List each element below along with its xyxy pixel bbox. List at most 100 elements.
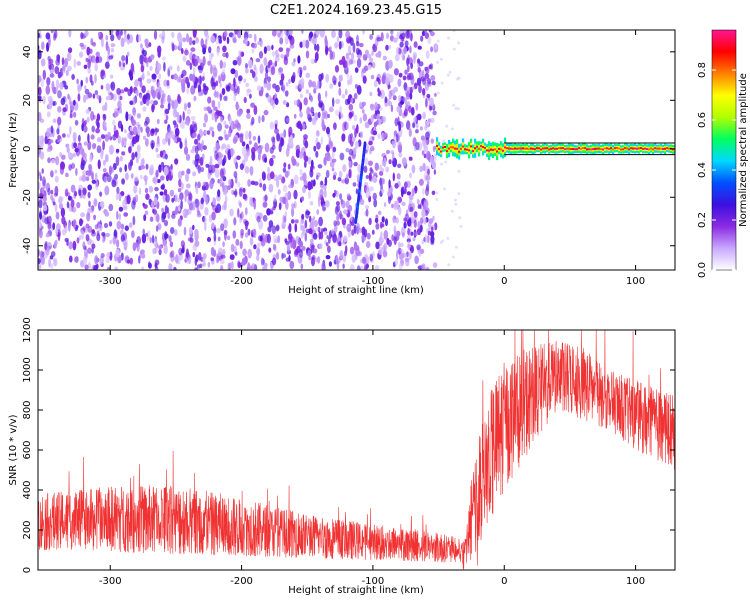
- heatmap-cell: [263, 57, 268, 66]
- heatmap-cell: [150, 54, 155, 60]
- heatmap-cell: [466, 148, 469, 151]
- heatmap-cell: [353, 114, 358, 122]
- heatmap-cell: [55, 227, 59, 236]
- heatmap-cell: [407, 65, 410, 73]
- heatmap-cell: [426, 234, 430, 244]
- heatmap-cell: [170, 227, 175, 234]
- heatmap-cell: [374, 265, 380, 270]
- heatmap-cell: [235, 161, 239, 170]
- heatmap-cell: [192, 224, 195, 231]
- heatmap-cell: [45, 233, 50, 238]
- heatmap-cell: [446, 236, 450, 240]
- heatmap-cell: [369, 167, 373, 173]
- heatmap-cell: [200, 143, 203, 153]
- heatmap-cell: [217, 156, 223, 166]
- heatmap-cell: [251, 151, 256, 161]
- heatmap-cell: [413, 82, 418, 90]
- heatmap-cell: [451, 255, 455, 259]
- heatmap-cell: [124, 129, 127, 134]
- heatmap-cell: [217, 100, 221, 109]
- heatmap-cell: [108, 203, 114, 212]
- heatmap-cell: [119, 89, 125, 94]
- heatmap-cell: [356, 41, 360, 47]
- heatmap-cell: [271, 154, 276, 159]
- heatmap-cell: [646, 148, 649, 150]
- heatmap-cell: [68, 96, 72, 106]
- heatmap-cell: [184, 49, 189, 56]
- heatmap-cell: [266, 45, 271, 52]
- heatmap-cell: [348, 156, 352, 162]
- heatmap-cell: [116, 87, 121, 95]
- heatmap-cell: [223, 95, 228, 101]
- heatmap-cell: [274, 128, 279, 135]
- heatmap-cell: [362, 109, 365, 114]
- heatmap-cell: [82, 255, 87, 266]
- heatmap-cell: [348, 204, 353, 212]
- heatmap-cell: [315, 150, 319, 158]
- heatmap-cell: [137, 124, 141, 130]
- heatmap-cell: [378, 249, 382, 254]
- heatmap-cell: [415, 102, 419, 111]
- heatmap-cell: [422, 69, 425, 80]
- heatmap-cell: [329, 50, 333, 60]
- heatmap-cell: [301, 246, 306, 251]
- heatmap-cell: [180, 120, 185, 129]
- heatmap-cell: [112, 162, 117, 171]
- heatmap-cell: [396, 133, 399, 143]
- heatmap-cell: [642, 147, 645, 150]
- heatmap-cell: [227, 150, 232, 161]
- heatmap-cell: [390, 30, 394, 36]
- heatmap-cell: [408, 156, 413, 161]
- heatmap-cell: [348, 133, 352, 144]
- heatmap-cell: [650, 147, 653, 150]
- heatmap-cell: [302, 123, 306, 131]
- heatmap-cell: [237, 208, 240, 218]
- heatmap-cell: [140, 64, 145, 73]
- x-tick-label: -300: [99, 576, 122, 587]
- heatmap-cell: [143, 204, 148, 209]
- heatmap-cell: [80, 32, 84, 40]
- heatmap-cell: [60, 97, 66, 106]
- heatmap-cell: [79, 218, 83, 227]
- heatmap-cell: [454, 106, 458, 110]
- heatmap-cell: [432, 215, 435, 221]
- heatmap-cell: [75, 167, 78, 176]
- heatmap-cell: [108, 55, 114, 60]
- heatmap-cell: [221, 143, 227, 150]
- heatmap-cell: [435, 191, 439, 195]
- heatmap-cell: [258, 115, 261, 124]
- heatmap-cell: [363, 157, 369, 166]
- heatmap-cell: [114, 266, 119, 270]
- heatmap-cell: [95, 51, 101, 58]
- spectrogram-x-label: Height of straight line (km): [288, 285, 424, 296]
- heatmap-cell: [350, 97, 354, 104]
- heatmap-cell: [173, 266, 177, 270]
- heatmap-cell: [432, 146, 436, 153]
- heatmap-cell: [436, 91, 440, 95]
- heatmap-cell: [168, 65, 173, 71]
- heatmap-cell: [253, 244, 257, 250]
- heatmap-cell: [47, 55, 51, 62]
- heatmap-cell: [424, 234, 428, 244]
- heatmap-cell: [186, 33, 189, 43]
- heatmap-cell: [168, 263, 173, 270]
- heatmap-cell: [131, 136, 135, 147]
- heatmap-cell: [86, 212, 91, 222]
- heatmap-cell: [369, 253, 373, 262]
- heatmap-cell: [366, 232, 371, 240]
- heatmap-cell: [128, 34, 134, 44]
- heatmap-cell: [271, 44, 274, 51]
- heatmap-cell: [566, 147, 569, 150]
- heatmap-cell: [284, 90, 289, 97]
- heatmap-cell: [196, 264, 201, 269]
- heatmap-cell: [78, 134, 81, 142]
- heatmap-cell: [288, 223, 292, 233]
- heatmap-cell: [439, 57, 443, 61]
- heatmap-cell: [139, 54, 144, 60]
- heatmap-cell: [68, 30, 72, 38]
- heatmap-cell: [220, 116, 224, 123]
- heatmap-cell: [106, 174, 112, 183]
- heatmap-cell: [76, 78, 79, 85]
- heatmap-cell: [169, 241, 174, 248]
- heatmap-cell: [468, 149, 471, 152]
